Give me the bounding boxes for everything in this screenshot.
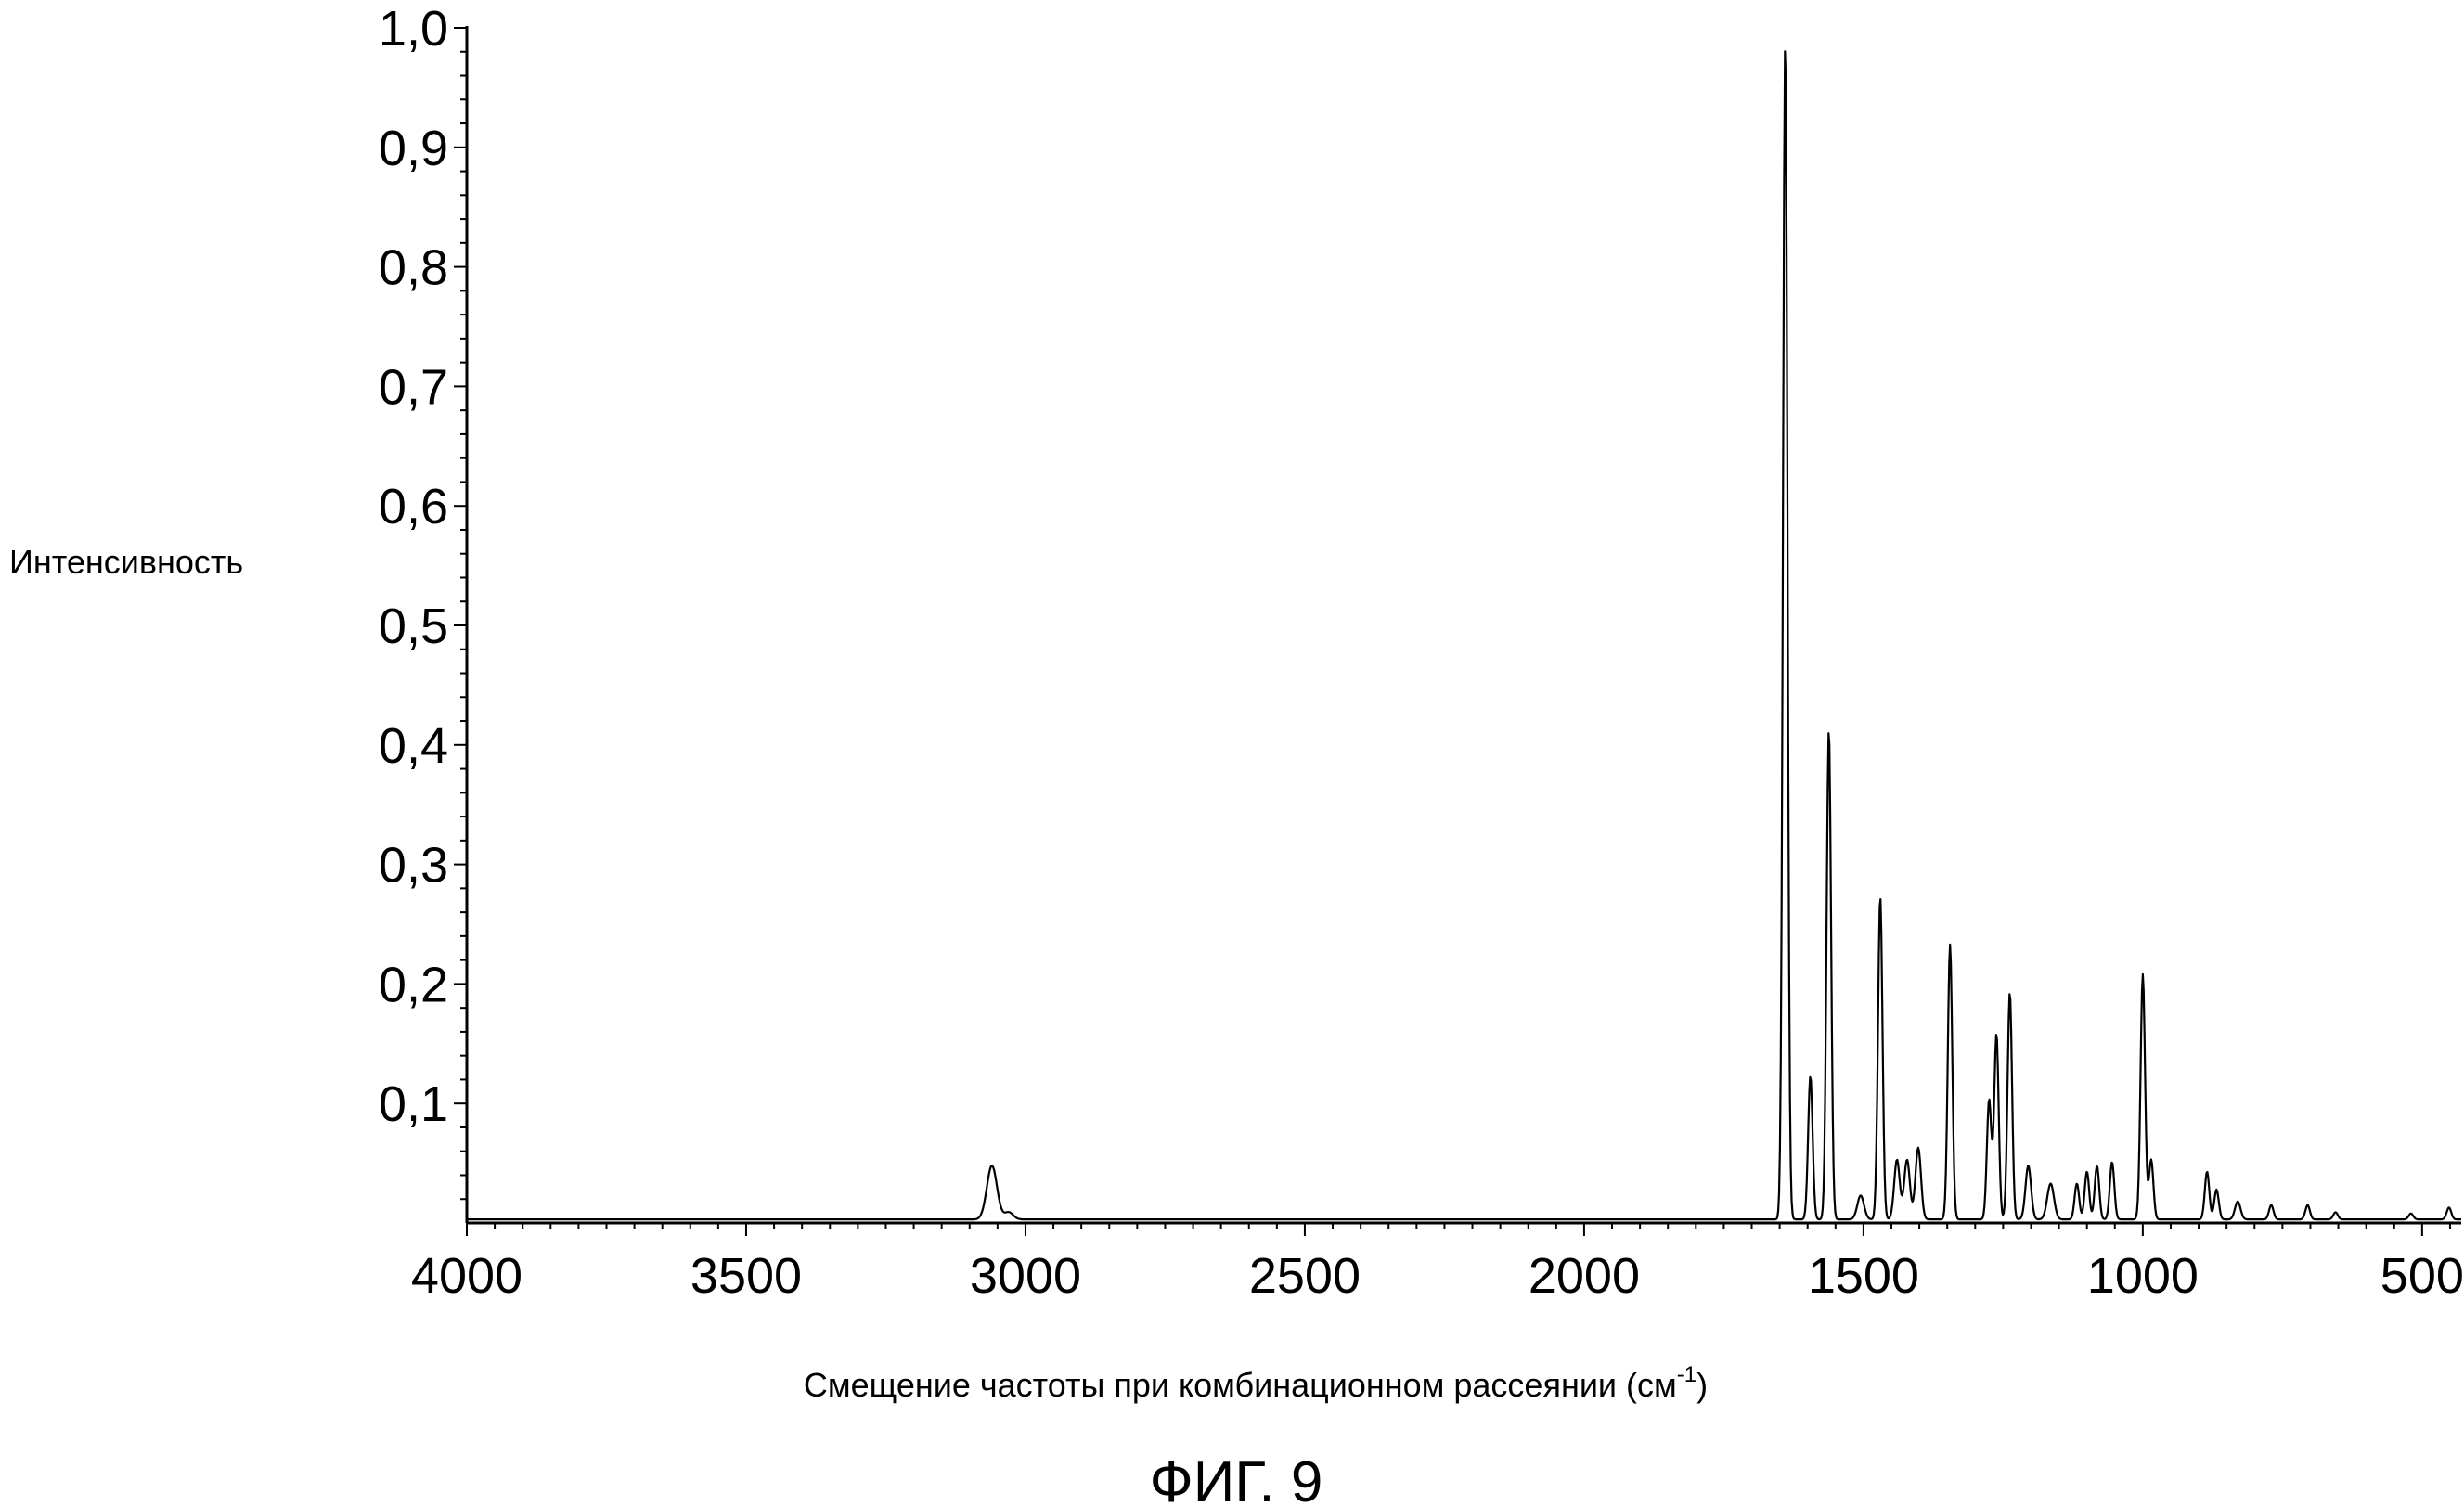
x-axis-title-main: Смещение частоты при комбинационном расс… xyxy=(804,1366,1677,1404)
x-tick-label: 1500 xyxy=(1808,1248,1919,1304)
x-axis-title-suffix: ) xyxy=(1696,1366,1708,1404)
y-tick-label: 0,7 xyxy=(379,359,448,415)
spectrum-line xyxy=(467,51,2461,1219)
y-tick-label: 0,3 xyxy=(379,838,448,894)
figure-caption: ФИГ. 9 xyxy=(1150,1450,1323,1506)
x-tick-label: 2500 xyxy=(1249,1248,1361,1304)
x-tick-label: 3000 xyxy=(970,1248,1081,1304)
x-tick-label: 4000 xyxy=(411,1248,522,1304)
y-tick-label: 1,0 xyxy=(379,1,448,57)
y-tick-label: 0,4 xyxy=(379,718,448,774)
x-tick-label: 500 xyxy=(2380,1248,2464,1304)
y-tick-label: 0,8 xyxy=(379,240,448,296)
x-tick-labels: 4000 3500 3000 2500 2000 1500 1000 500 xyxy=(411,1248,2464,1304)
y-axis-title: Интенсивность xyxy=(9,543,243,581)
y-tick-label: 0,5 xyxy=(379,599,448,654)
y-tick-label: 0,6 xyxy=(379,479,448,534)
x-tick-label: 3500 xyxy=(690,1248,802,1304)
y-tick-label: 0,2 xyxy=(379,957,448,1012)
y-tick-label: 0,9 xyxy=(379,121,448,176)
x-tick-label: 1000 xyxy=(2087,1248,2199,1304)
x-tick-label: 2000 xyxy=(1529,1248,1640,1304)
y-tick-label: 0,1 xyxy=(379,1076,448,1132)
axes xyxy=(454,26,2461,1236)
x-axis-title: Смещение частоты при комбинационном расс… xyxy=(804,1362,1708,1404)
y-tick-labels: 0,1 0,2 0,3 0,4 0,5 0,6 0,7 0,8 0,9 1,0 xyxy=(379,1,448,1132)
x-axis-title-superscript: -1 xyxy=(1677,1362,1696,1387)
